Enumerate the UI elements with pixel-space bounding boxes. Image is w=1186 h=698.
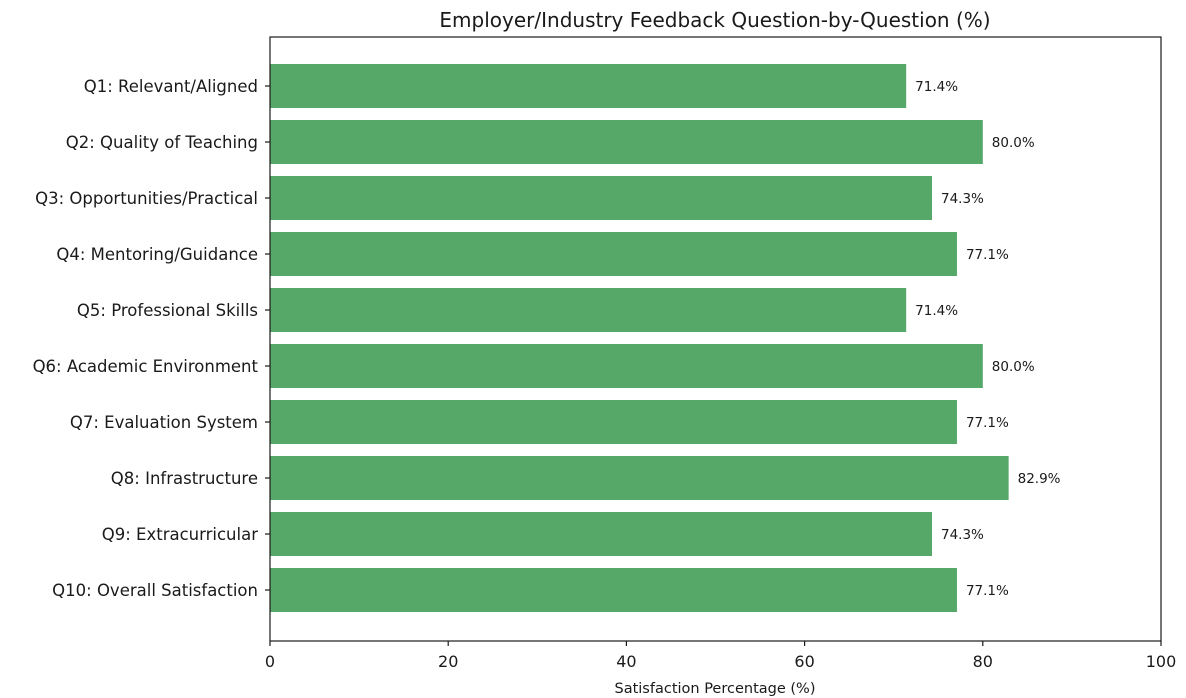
x-tick-label: 80 [973, 652, 993, 671]
data-label: 77.1% [966, 247, 1009, 263]
data-label: 77.1% [966, 583, 1009, 599]
data-label: 71.4% [915, 303, 958, 319]
bar [270, 456, 1009, 500]
bar [270, 232, 957, 276]
bar [270, 568, 957, 612]
x-tick-label: 60 [794, 652, 814, 671]
bar [270, 64, 907, 108]
category-label: Q8: Infrastructure [111, 469, 258, 488]
category-label: Q9: Extracurricular [102, 525, 258, 544]
bars-layer: 71.4% 80.0% 74.3% 77.1% 71.4% 80.0% 77.1% 82.9%… [270, 64, 1061, 612]
category-label: Q7: Evaluation System [70, 413, 258, 432]
x-axis-label: Satisfaction Percentage (%) [615, 681, 816, 697]
data-label: 71.4% [915, 79, 958, 95]
category-label: Q6: Academic Environment [33, 357, 259, 376]
bar [270, 400, 957, 444]
data-label: 77.1% [966, 415, 1009, 431]
x-tick-label: 0 [265, 652, 275, 671]
bar [270, 288, 907, 332]
chart-title: Employer/Industry Feedback Question-by-Q… [439, 8, 990, 32]
bar [270, 512, 933, 556]
x-axis-ticks: 0 20 40 60 80 100 [265, 641, 1176, 671]
bar [270, 344, 983, 388]
category-labels: Q1: Relevant/Aligned Q2: Quality of Teach… [33, 77, 270, 600]
category-label: Q5: Professional Skills [77, 301, 258, 320]
x-tick-label: 20 [438, 652, 458, 671]
category-label: Q10: Overall Satisfaction [52, 581, 258, 600]
data-label: 82.9% [1018, 471, 1061, 487]
x-tick-label: 100 [1146, 652, 1177, 671]
data-label: 80.0% [992, 359, 1035, 375]
bar [270, 176, 933, 220]
plot-frame [269, 36, 1162, 642]
x-tick-label: 40 [616, 652, 636, 671]
data-label: 74.3% [941, 527, 984, 543]
bar [270, 120, 983, 164]
category-label: Q1: Relevant/Aligned [84, 77, 258, 96]
data-label: 74.3% [941, 191, 984, 207]
category-label: Q3: Opportunities/Practical [35, 189, 258, 208]
category-label: Q2: Quality of Teaching [66, 133, 258, 152]
category-label: Q4: Mentoring/Guidance [56, 245, 258, 264]
data-label: 80.0% [992, 135, 1035, 151]
